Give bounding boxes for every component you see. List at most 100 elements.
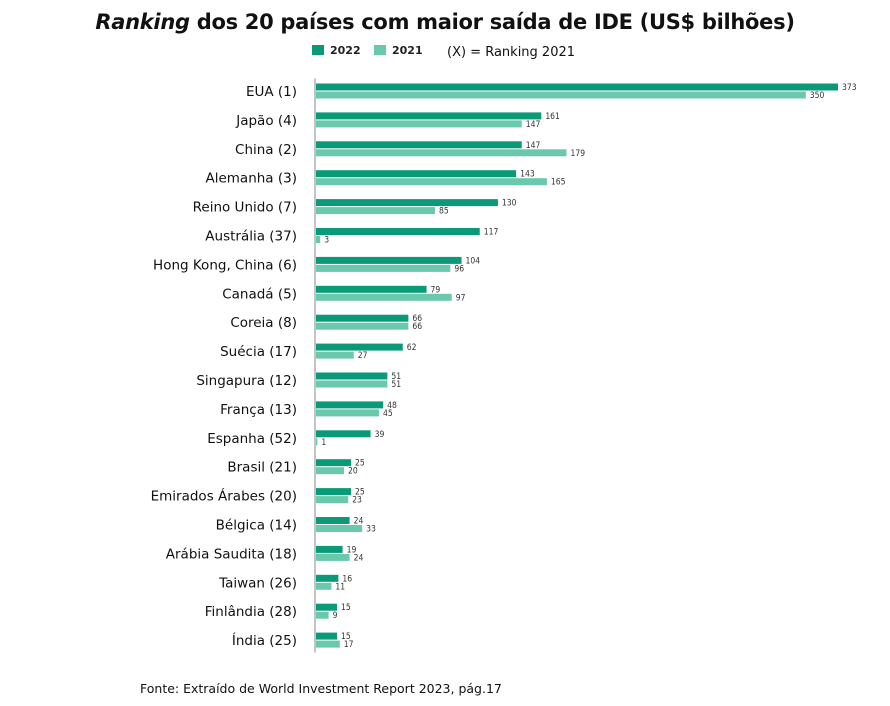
category-label: Brasil (21) xyxy=(227,460,297,476)
source-note: Fonte: Extraído de World Investment Repo… xyxy=(140,681,502,696)
bar-2021 xyxy=(316,409,379,417)
bar-2021 xyxy=(316,236,321,243)
category-label: Taiwan (26) xyxy=(218,575,297,591)
category-label: Singapura (12) xyxy=(196,373,297,389)
data-label-2022: 147 xyxy=(526,141,541,151)
bar-2022 xyxy=(316,314,409,322)
category-label: Índia (25) xyxy=(232,632,297,649)
data-label-2021: 17 xyxy=(344,640,354,650)
bar-2022 xyxy=(316,141,522,149)
chart-title: Ranking dos 20 países com maior saída de… xyxy=(0,10,890,34)
data-label-2021: 24 xyxy=(354,553,364,563)
data-label-2022: 15 xyxy=(341,632,351,642)
data-label-2022: 39 xyxy=(375,430,385,440)
legend-label-2022: 2022 xyxy=(330,44,361,57)
bar-2021 xyxy=(316,293,452,301)
bar-2022 xyxy=(316,372,388,380)
bar-2022 xyxy=(316,285,427,293)
data-label-2022: 25 xyxy=(355,459,365,469)
bar-2021 xyxy=(316,264,451,272)
bar-2021 xyxy=(316,467,344,475)
bar-2022 xyxy=(316,632,337,640)
bar-2021 xyxy=(316,640,340,648)
bar-2022 xyxy=(316,459,351,467)
bar-2022 xyxy=(316,228,480,235)
bar-2022 xyxy=(316,603,337,611)
bar-2021 xyxy=(316,582,332,590)
category-label: Emirados Árabes (20) xyxy=(151,488,297,505)
category-label: Canadá (5) xyxy=(222,286,297,302)
category-label: Suécia (17) xyxy=(220,344,297,360)
category-label: Espanha (52) xyxy=(207,431,297,447)
bar-2022 xyxy=(316,343,403,351)
bar-2021 xyxy=(316,525,363,532)
category-label: Coreia (8) xyxy=(230,315,297,331)
bar-2021 xyxy=(316,178,547,186)
data-label-2021: 51 xyxy=(391,380,401,390)
category-label: Bélgica (14) xyxy=(216,518,297,534)
ranking-note: (X) = Ranking 2021 xyxy=(447,45,576,60)
data-label-2021: 165 xyxy=(551,178,566,188)
category-label: Reino Unido (7) xyxy=(193,200,297,216)
data-label-2021: 147 xyxy=(526,120,541,130)
category-label: China (2) xyxy=(235,142,297,158)
data-label-2022: 373 xyxy=(842,83,857,93)
data-label-2021: 1 xyxy=(321,438,326,448)
data-label-2022: 143 xyxy=(520,170,535,180)
data-label-2022: 51 xyxy=(391,372,401,382)
legend-swatch-2022 xyxy=(312,45,324,55)
data-label-2022: 66 xyxy=(412,314,422,324)
data-label-2022: 16 xyxy=(342,574,352,584)
bar-2021 xyxy=(316,207,435,215)
data-label-2021: 66 xyxy=(412,322,422,332)
data-label-2022: 62 xyxy=(407,343,417,353)
bar-2022 xyxy=(316,430,371,438)
bar-2021 xyxy=(316,553,350,561)
legend-item-2022: 2022 xyxy=(312,44,361,57)
data-label-2021: 85 xyxy=(439,207,449,217)
category-label: Arábia Saudita (18) xyxy=(166,546,297,562)
data-label-2021: 23 xyxy=(352,496,362,506)
category-label: Japão (4) xyxy=(235,113,297,129)
bar-2022 xyxy=(316,517,350,524)
category-label: EUA (1) xyxy=(246,84,297,100)
bar-2021 xyxy=(316,351,354,359)
bar-2022 xyxy=(316,170,517,178)
legend-swatch-2021 xyxy=(374,45,386,55)
bar-2021 xyxy=(316,496,349,504)
data-label-2021: 97 xyxy=(456,293,466,303)
data-label-2021: 45 xyxy=(383,409,393,419)
data-label-2022: 130 xyxy=(502,199,517,209)
bar-2022 xyxy=(316,199,498,207)
data-label-2022: 15 xyxy=(341,603,351,613)
bar-2022 xyxy=(316,574,339,582)
legend-label-2021: 2021 xyxy=(392,44,423,57)
data-label-2021: 3 xyxy=(324,236,329,246)
category-label: Alemanha (3) xyxy=(205,171,297,187)
bar-2022 xyxy=(316,401,384,409)
data-label-2022: 117 xyxy=(484,228,499,238)
data-label-2021: 20 xyxy=(348,467,358,477)
data-label-2022: 19 xyxy=(347,545,357,555)
data-label-2022: 161 xyxy=(545,112,560,122)
data-label-2021: 27 xyxy=(358,351,368,361)
data-label-2022: 104 xyxy=(466,256,481,266)
bar-2021 xyxy=(316,438,318,446)
category-label: Hong Kong, China (6) xyxy=(153,257,297,273)
bar-2021 xyxy=(316,91,806,99)
bar-2021 xyxy=(316,322,409,330)
bar-2021 xyxy=(316,380,388,388)
category-label: Austrália (37) xyxy=(205,229,297,245)
data-label-2021: 9 xyxy=(333,611,338,621)
data-label-2021: 350 xyxy=(810,91,825,101)
data-label-2022: 25 xyxy=(355,488,365,498)
bar-2022 xyxy=(316,545,343,553)
bar-2021 xyxy=(316,120,522,128)
data-label-2021: 11 xyxy=(335,582,345,592)
bar-2021 xyxy=(316,611,329,619)
chart-title-rest: dos 20 países com maior saída de IDE (US… xyxy=(189,10,795,34)
data-label-2022: 48 xyxy=(387,401,397,411)
bar-2022 xyxy=(316,488,351,496)
bar-2022 xyxy=(316,83,838,91)
